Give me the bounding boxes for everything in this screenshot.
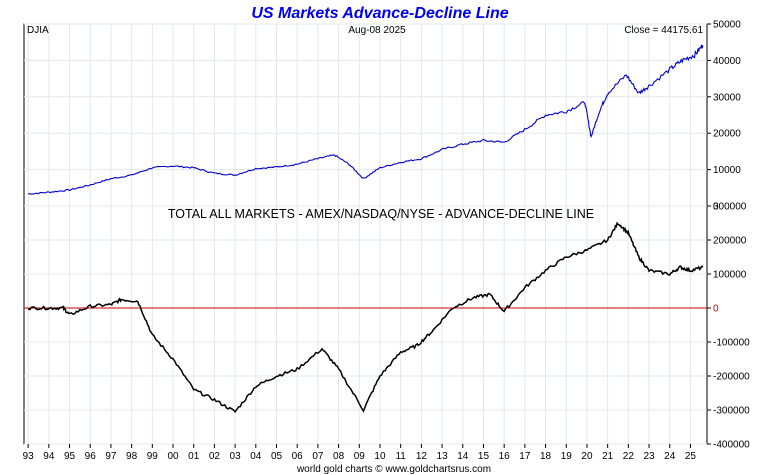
x-tick-label: 21 [602,451,614,462]
x-tick-label: 97 [105,451,117,462]
y-tick-label: 300000 [713,202,747,213]
x-tick-label: 99 [147,451,159,462]
ad-line [27,221,704,414]
x-tick-label: 98 [126,451,138,462]
djia-grid [24,23,707,207]
x-tick-label: 18 [540,451,552,462]
y-tick-label: 20000 [713,129,741,140]
y-tick-label: 100000 [713,270,747,281]
y-tick-label: 30000 [713,92,741,103]
y-tick-label: 0 [713,202,719,213]
x-tick-label: 96 [85,451,97,462]
djia-label: DJIA [27,25,49,36]
djia-panel: DJIA Aug-08 2025 Close = 44175.61 0 10000… [23,20,741,213]
x-tick-label: 22 [623,451,635,462]
x-tick-label: 17 [519,451,531,462]
x-tick-label: 16 [499,451,511,462]
y-tick-label: -300000 [713,406,750,417]
x-tick-label: 25 [685,451,697,462]
x-tick-label: 06 [292,451,304,462]
date-label: Aug-08 2025 [348,25,406,36]
y-tick-label: 200000 [713,236,747,247]
x-tick-label: 03 [230,451,242,462]
djia-line [28,44,704,195]
x-tick-label: 23 [643,451,655,462]
djia-series [28,44,704,195]
x-axis: 93 94 95 96 97 98 99 00 01 02 03 04 05 06 07 08 09 10 11 12… [23,444,697,462]
ad-grid [24,205,707,445]
y-tick-label: -400000 [713,440,750,451]
ad-y-axis: -400000 -300000 -200000 -100000 0 100000 20000… [707,202,750,451]
y-tick-label: 0 [713,304,719,315]
x-tick-label: 00 [167,451,179,462]
y-tick-label: -100000 [713,338,750,349]
x-tick-label: 13 [437,451,449,462]
x-tick-label: 19 [561,451,573,462]
x-tick-label: 02 [209,451,221,462]
x-tick-label: 11 [395,451,406,462]
y-tick-label: 50000 [713,20,741,31]
x-tick-label: 12 [416,451,428,462]
x-tick-label: 14 [457,451,469,462]
close-label: Close = 44175.61 [624,25,703,36]
x-tick-label: 01 [188,451,200,462]
x-tick-label: 93 [23,451,35,462]
x-tick-label: 10 [374,451,386,462]
x-tick-label: 08 [333,451,345,462]
x-tick-label: 15 [478,451,490,462]
x-tick-label: 24 [664,451,676,462]
x-tick-label: 95 [64,451,76,462]
chart-title: US Markets Advance-Decline Line [251,5,508,22]
x-tick-label: 07 [312,451,324,462]
x-tick-label: 04 [250,451,262,462]
ad-panel-title: TOTAL ALL MARKETS - AMEX/NASDAQ/NYSE - A… [168,207,594,221]
x-tick-label: 09 [354,451,366,462]
ad-panel: TOTAL ALL MARKETS - AMEX/NASDAQ/NYSE - A… [23,202,750,451]
credit: world gold charts © www.goldchartsrus.co… [296,464,491,475]
x-tick-label: 20 [581,451,593,462]
y-tick-label: 40000 [713,56,741,67]
djia-frame [23,23,708,207]
x-tick-label: 94 [43,451,55,462]
x-tick-label: 05 [271,451,283,462]
djia-y-axis: 0 10000 20000 30000 40000 50000 [707,20,741,213]
y-tick-label: 10000 [713,165,741,176]
y-tick-label: -200000 [713,372,750,383]
ad-series [24,221,707,414]
